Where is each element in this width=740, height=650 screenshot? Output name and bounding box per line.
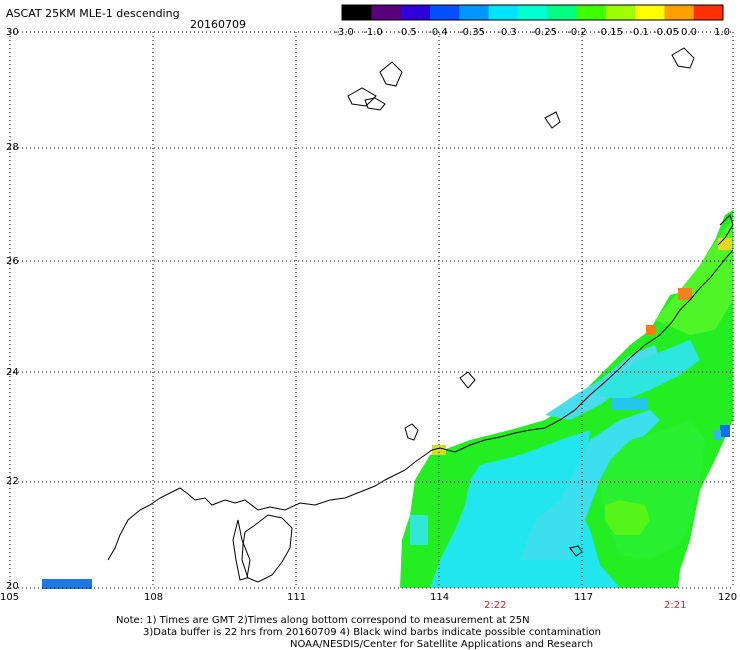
lon-label-117: 117: [574, 592, 594, 603]
island-small-b: [459, 371, 476, 389]
note-line-1: Note: 1) Times are GMT 2)Times along bot…: [116, 615, 530, 626]
cyan-strip-a: [410, 515, 428, 545]
colorbar-outline: [341, 4, 724, 21]
blue-cell-b: [720, 425, 730, 437]
colorbar-segment: [664, 5, 695, 20]
colorbar-label: -0.4: [428, 27, 448, 38]
time-label-west: 2:22: [484, 600, 507, 611]
colorbar-labels: -3.0 -1.0 -0.5 -0.4 -0.35 -0.3 -0.25 -0.…: [333, 27, 733, 39]
blue-cell-c: [713, 430, 721, 440]
colorbar-segment: [635, 5, 665, 20]
colorbar-label: -0.1: [629, 27, 649, 38]
colorbar: [341, 4, 724, 21]
orange-cell-b: [646, 325, 656, 335]
colorbar-label: -1.0: [363, 27, 383, 38]
colorbar-label: -0.25: [531, 27, 557, 38]
colorbar-label: -0.05: [653, 27, 679, 38]
island-small-c: [404, 423, 419, 441]
colorbar-label: -0.2: [567, 27, 587, 38]
colorbar-segment: [693, 5, 724, 20]
note-line-2: 3)Data buffer is 22 hrs from 20160709 4)…: [143, 627, 601, 638]
coastline-south-china: [107, 249, 734, 561]
lat-label-20: 20: [6, 581, 19, 592]
colorbar-label: -3.0: [334, 27, 354, 38]
colorbar-segment: [576, 5, 607, 20]
swath-cyan-north: [595, 340, 700, 400]
lon-label-105: 105: [0, 592, 20, 603]
colorbar-label: -0.5: [397, 27, 417, 38]
graticule: [9, 31, 734, 589]
lat-label-30: 30: [6, 27, 19, 38]
colorbar-segment: [342, 5, 372, 20]
colorbar-segment: [429, 5, 460, 20]
coastline-hainan: [241, 514, 293, 583]
coastlines: [107, 47, 734, 583]
colorbar-segment: [488, 5, 519, 20]
island-small-a: [544, 111, 561, 129]
colorbar-segment: [605, 5, 636, 20]
lat-label-28: 28: [6, 142, 19, 153]
lat-label-24: 24: [6, 367, 19, 378]
colorbar-segment: [371, 5, 402, 20]
yellow-cell-a: [718, 238, 732, 250]
lon-label-114: 114: [430, 592, 450, 603]
colorbar-segment: [547, 5, 577, 20]
colorbar-label: -0.35: [459, 27, 485, 38]
colorbar-label: 0.0: [681, 27, 697, 38]
blue-strip-bottom-left: [42, 579, 92, 589]
map-date: 20160709: [190, 18, 246, 31]
colorbar-segment: [400, 5, 431, 20]
swath-green-patch: [605, 500, 650, 535]
swath-cyan-coast: [545, 345, 660, 420]
coastline-leizhou: [232, 519, 251, 581]
blue-cell-a: [612, 398, 648, 410]
colorbar-segment: [517, 5, 548, 20]
map-title: ASCAT 25KM MLE-1 descending: [6, 7, 180, 20]
lat-label-22: 22: [6, 476, 19, 487]
lon-label-108: 108: [144, 592, 164, 603]
island-ne: [671, 47, 695, 69]
island-north-a: [379, 61, 403, 87]
colorbar-label: -0.3: [497, 27, 517, 38]
note-line-3: NOAA/NESDIS/Center for Satellite Applica…: [290, 639, 594, 650]
island-north-b: [347, 87, 377, 107]
swath-green-ne: [655, 220, 733, 335]
island-north-c: [364, 97, 386, 111]
colorbar-segment: [459, 5, 490, 20]
lon-label-111: 111: [287, 592, 307, 603]
colorbar-label: -0.15: [597, 27, 623, 38]
yellow-cell-b: [432, 445, 446, 455]
orange-cell-a: [678, 288, 692, 300]
time-label-east: 2:21: [664, 600, 687, 611]
lat-label-26: 26: [6, 256, 19, 267]
scatterometer-swath: [42, 210, 733, 589]
colorbar-label: 1.0: [714, 27, 730, 38]
lon-label-120: 120: [718, 592, 738, 603]
